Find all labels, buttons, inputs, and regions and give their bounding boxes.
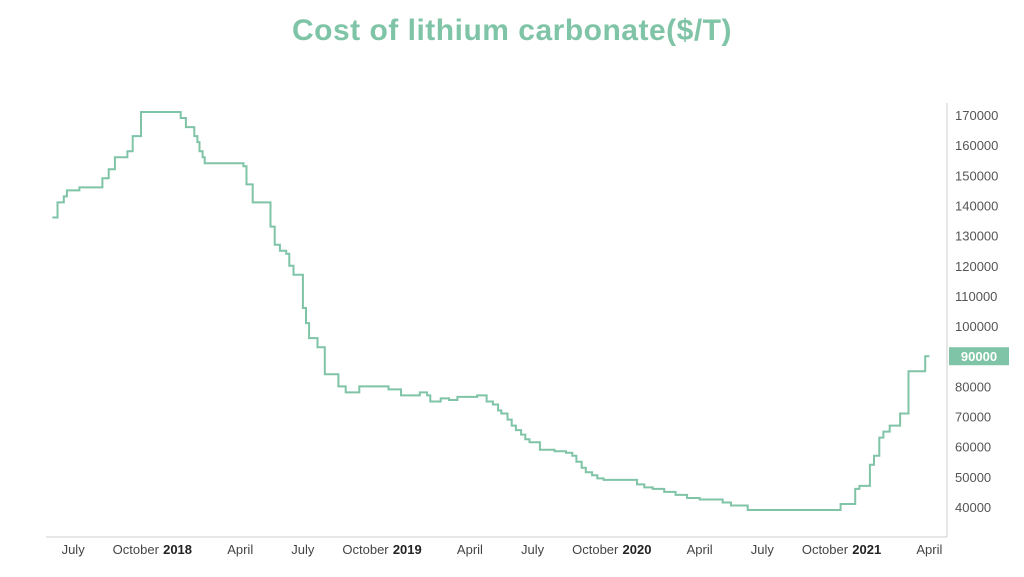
x-tick-month-label: October [113,542,160,557]
y-tick-label: 80000 [955,379,991,394]
x-tick-month-label: July [62,542,86,557]
x-tick-year-label: 2019 [393,542,422,557]
current-value-badge-bg [949,347,1009,366]
current-value-badge-label: 90000 [961,349,997,364]
x-tick-month-label: July [291,542,315,557]
y-tick-label: 50000 [955,470,991,485]
x-tick-month-label: April [916,542,942,557]
x-tick-month-label: October [342,542,389,557]
x-tick-month-label: October [802,542,849,557]
x-tick-year-label: 2018 [163,542,192,557]
x-tick-month-label: April [457,542,483,557]
x-tick-month-label: July [521,542,545,557]
y-tick-label: 40000 [955,500,991,515]
y-tick-label: 120000 [955,259,998,274]
x-tick-month-label: April [687,542,713,557]
x-tick-year-label: 2020 [623,542,652,557]
y-tick-label: 140000 [955,198,998,213]
y-tick-label: 150000 [955,168,998,183]
price-series-line [52,111,930,511]
y-tick-label: 60000 [955,440,991,455]
y-tick-label: 130000 [955,229,998,244]
x-tick-year-label: 2021 [852,542,881,557]
x-tick-month-label: April [227,542,253,557]
x-tick-labels: July October 2018 April July October 2019 April… [62,542,943,557]
x-tick-month-label: July [751,542,775,557]
y-tick-label: 70000 [955,410,991,425]
y-tick-label: 160000 [955,138,998,153]
y-tick-label: 110000 [955,289,997,304]
y-tick-labels: 170000 160000 150000 140000 130000 120000 1100… [955,108,998,515]
chart-title: Cost of lithium carbonate($/T) [291,14,732,47]
x-tick-month-label: October [572,542,619,557]
y-tick-label: 100000 [955,319,998,334]
current-value-badge: 90000 [949,347,1009,366]
y-tick-label: 170000 [955,108,998,123]
